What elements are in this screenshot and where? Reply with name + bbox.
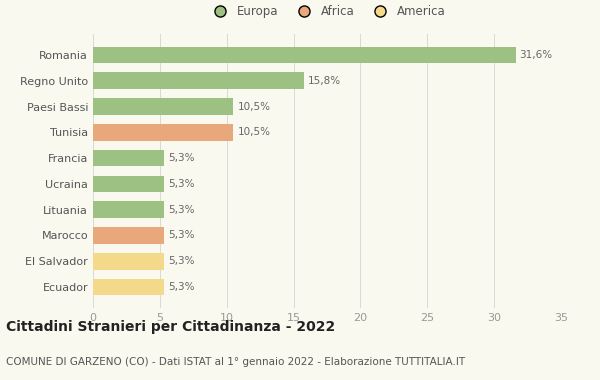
Text: 5,3%: 5,3% [168,153,194,163]
Text: 15,8%: 15,8% [308,76,341,86]
Bar [93,98,233,115]
Text: 5,3%: 5,3% [168,205,194,215]
Bar [93,253,164,269]
Text: COMUNE DI GARZENO (CO) - Dati ISTAT al 1° gennaio 2022 - Elaborazione TUTTITALIA: COMUNE DI GARZENO (CO) - Dati ISTAT al 1… [6,357,465,367]
Legend: Europa, Africa, America: Europa, Africa, America [203,0,451,23]
Bar [93,47,515,63]
Bar [93,201,164,218]
Bar [93,73,304,89]
Bar [93,279,164,295]
Text: 5,3%: 5,3% [168,179,194,189]
Text: 5,3%: 5,3% [168,282,194,292]
Text: 5,3%: 5,3% [168,230,194,241]
Text: 10,5%: 10,5% [238,101,271,112]
Bar [93,124,233,141]
Bar [93,150,164,166]
Text: 10,5%: 10,5% [238,127,271,137]
Text: Cittadini Stranieri per Cittadinanza - 2022: Cittadini Stranieri per Cittadinanza - 2… [6,320,335,334]
Text: 5,3%: 5,3% [168,256,194,266]
Bar [93,227,164,244]
Bar [93,176,164,192]
Text: 31,6%: 31,6% [520,50,553,60]
